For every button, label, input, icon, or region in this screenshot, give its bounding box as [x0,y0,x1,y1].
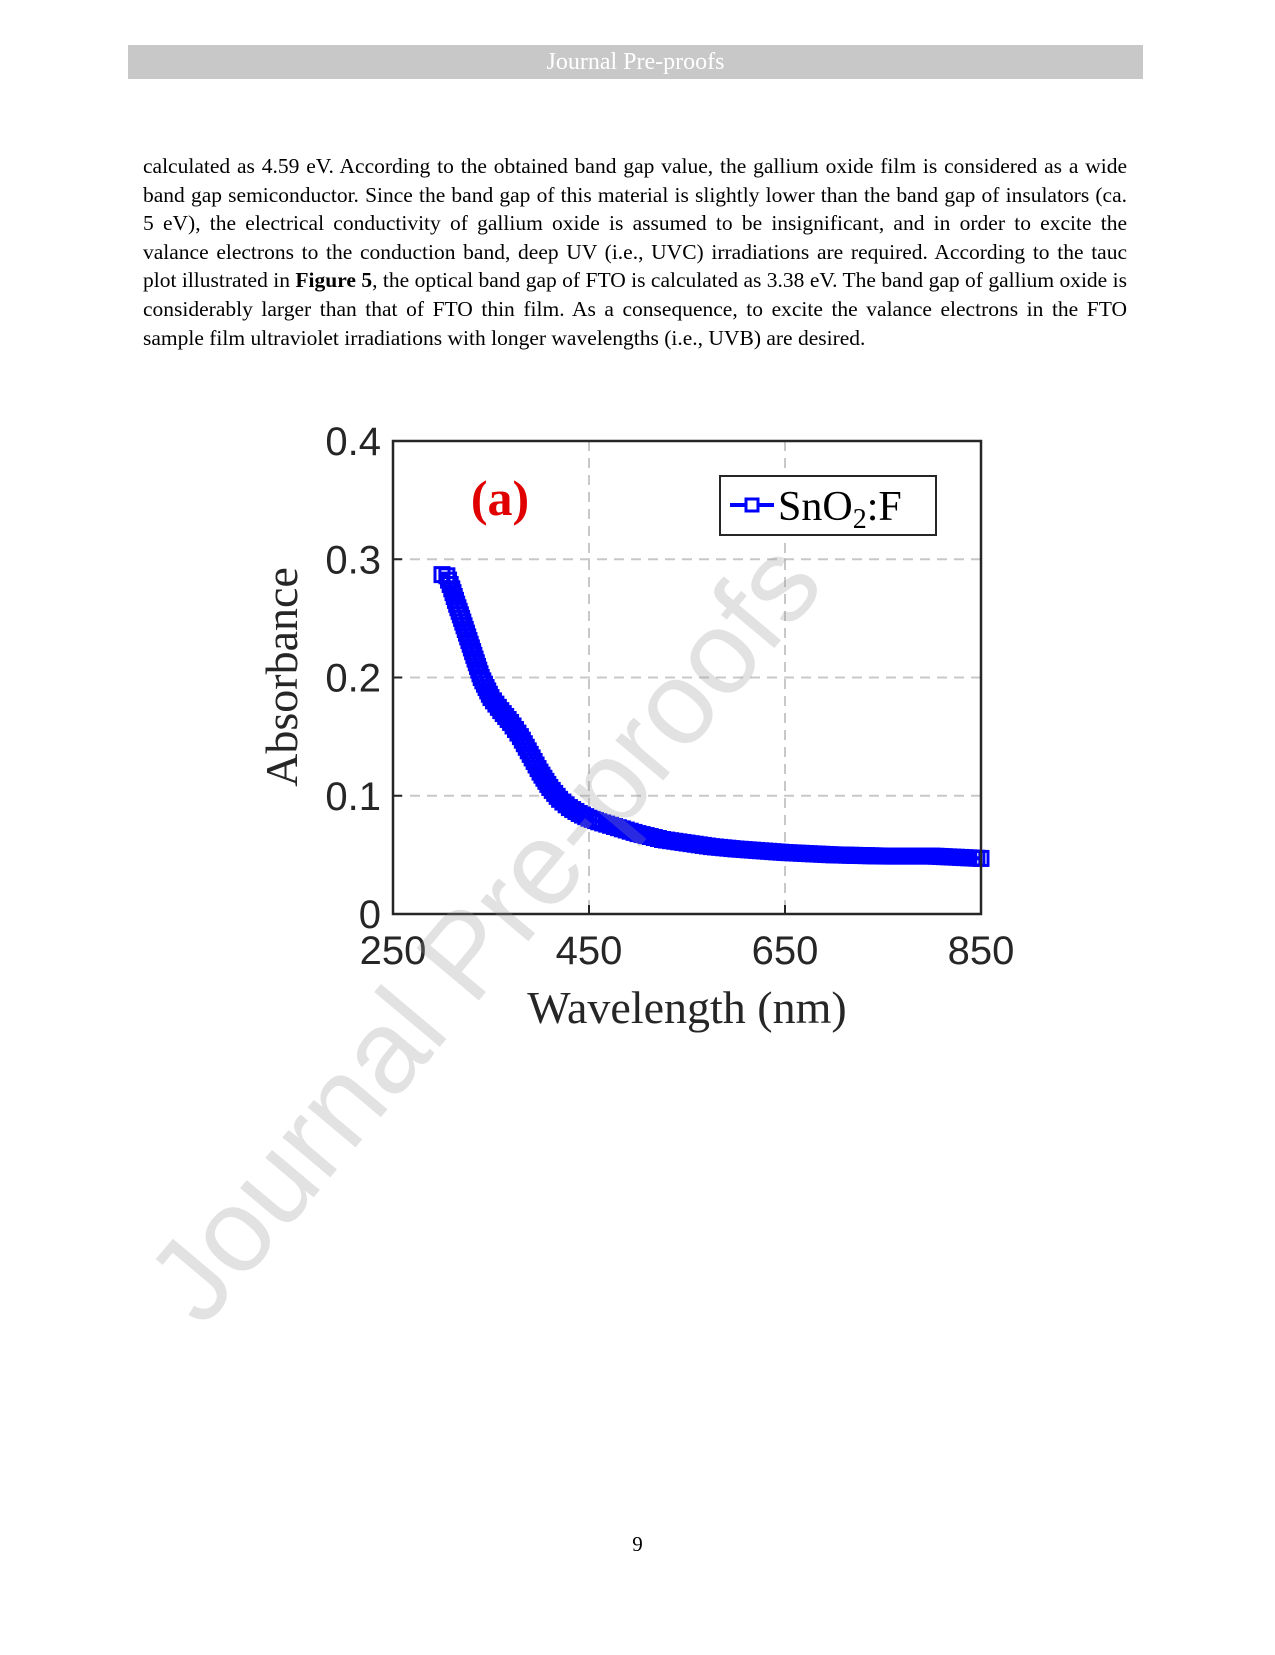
y-tick-label: 0.2 [325,657,381,701]
y-tick-label: 0 [359,893,381,937]
journal-header-title: Journal Pre-proofs [546,49,725,75]
journal-header: Journal Pre-proofs [128,45,1143,79]
series-line [441,572,982,861]
legend-marker-square [744,497,760,513]
legend: SnO2:F [719,475,937,536]
x-tick-label: 250 [360,929,427,973]
y-tick-label: 0.4 [325,420,381,464]
page-number: 9 [632,1532,643,1556]
body-paragraph: calculated as 4.59 eV. According to the … [143,152,1127,352]
x-axis-label: Wavelength (nm) [527,982,846,1033]
legend-name-base: SnO [778,484,853,530]
legend-name-tail: :F [867,484,902,530]
x-tick-label: 450 [556,929,623,973]
paragraph-text-after: , the optical band gap of FTO is calcula… [143,268,1127,350]
figure-reference: Figure 5 [295,268,373,293]
y-tick-label: 0.3 [325,538,381,582]
y-tick-label: 0.1 [325,775,381,819]
x-tick-label: 650 [752,929,819,973]
legend-name-sub: 2 [853,504,867,535]
paragraph-text-before: calculated as 4.59 eV. According to the … [143,154,1127,293]
legend-series-name: SnO2:F [778,484,902,535]
x-tick-label: 850 [948,929,1015,973]
panel-label: (a) [471,470,529,526]
y-axis-label: Absorbance [256,567,307,787]
